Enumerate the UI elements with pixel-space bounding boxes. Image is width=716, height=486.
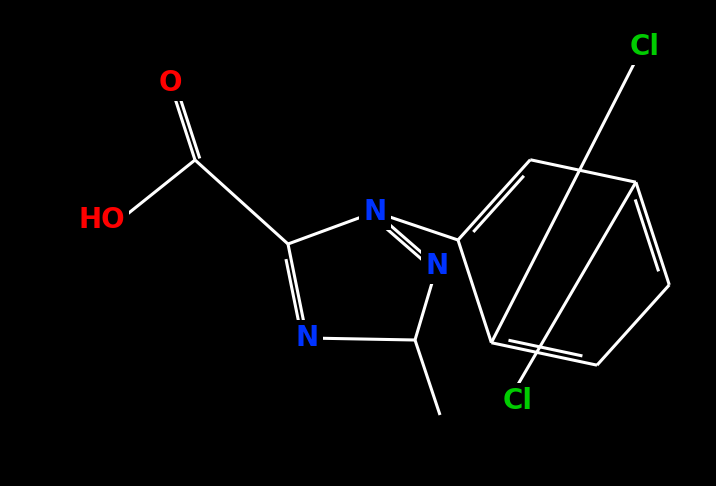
Text: Cl: Cl xyxy=(503,387,533,415)
Text: HO: HO xyxy=(79,206,125,234)
Text: N: N xyxy=(425,252,448,280)
Text: Cl: Cl xyxy=(630,33,660,61)
Text: N: N xyxy=(296,324,319,352)
Text: O: O xyxy=(158,69,182,97)
Text: N: N xyxy=(364,198,387,226)
